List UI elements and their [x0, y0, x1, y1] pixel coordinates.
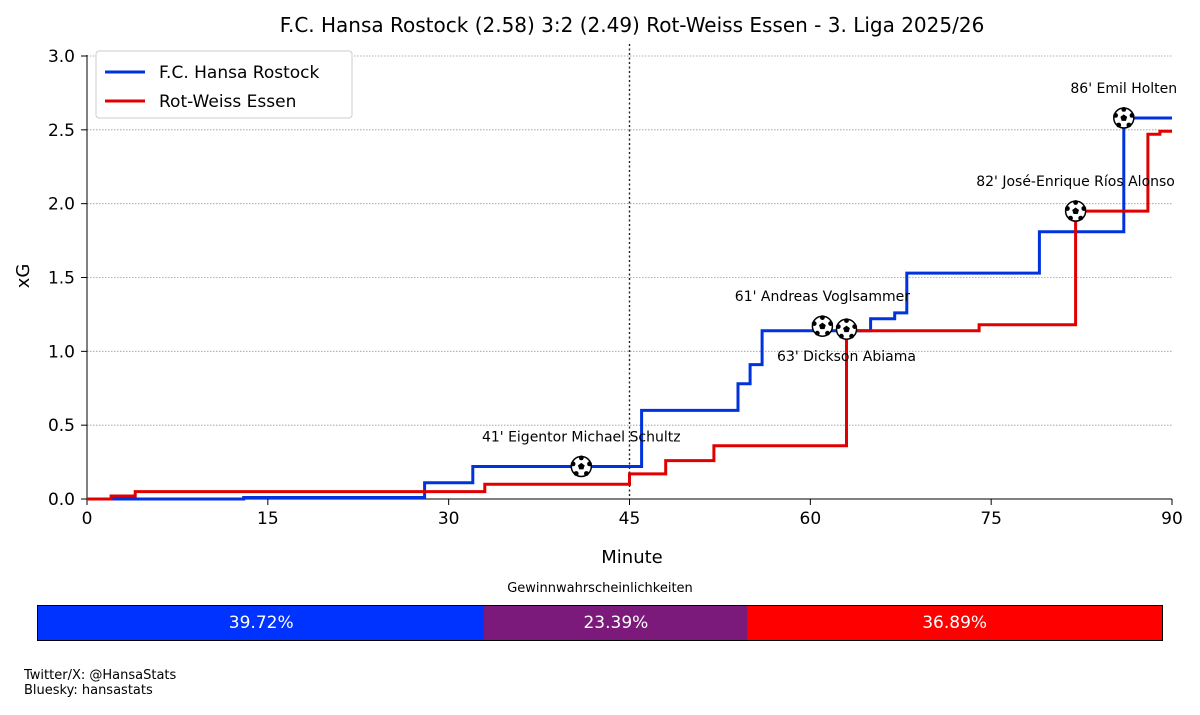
x-tick-label: 15: [257, 509, 279, 529]
ball-patch: [1121, 107, 1127, 112]
y-tick-label: 2.5: [48, 121, 75, 141]
goal-label: 63' Dickson Abiama: [777, 349, 916, 365]
series-line: [87, 129, 1172, 501]
ball-patch: [578, 455, 584, 461]
x-tick-label: 60: [800, 509, 822, 529]
win-probability-segment: 36.89%: [747, 606, 1162, 640]
ball-center-patch: [577, 462, 585, 470]
ball-patch: [825, 330, 830, 336]
ball-patch: [570, 461, 576, 467]
ball-patch: [835, 324, 841, 329]
goal-markers: 41' Eigentor Michael Schultz 61' Andreas …: [482, 81, 1177, 478]
ball-patch: [573, 471, 579, 476]
ball-patch: [1078, 215, 1084, 221]
y-tick-label: 0.5: [48, 416, 75, 436]
ball-patch: [839, 333, 844, 339]
legend: F.C. Hansa Rostock Rot-Weiss Essen: [95, 50, 353, 119]
twitter-handle: Twitter/X: @HansaStats: [24, 668, 177, 683]
y-tick-label: 3.0: [48, 47, 75, 67]
ball-patch: [849, 333, 854, 339]
ball-patch: [1113, 113, 1118, 118]
footer: Twitter/X: @HansaStats Bluesky: hansasta…: [24, 668, 176, 698]
ball-patch: [852, 324, 858, 329]
y-axis-label: xG: [13, 264, 34, 289]
x-tick-label: 0: [82, 509, 93, 529]
goal-label: 41' Eigentor Michael Schultz: [482, 430, 681, 446]
ball-patch: [587, 461, 592, 467]
x-tick-label: 45: [619, 509, 641, 529]
y-tick-label: 2.0: [48, 195, 75, 215]
y-tick-label: 1.0: [48, 342, 75, 362]
ball-patch: [1081, 206, 1087, 211]
y-tick-label: 1.5: [48, 269, 75, 289]
axes: 0 15 30 45 60 75 90 0.0 0.5 1.0 1.5 2.0 2.5 3.0: [48, 47, 1183, 529]
ball-patch: [844, 318, 849, 323]
y-tick-label: 0.0: [48, 490, 75, 510]
goal-label: 61' Andreas Voglsammer: [735, 289, 910, 305]
ball-patch: [1126, 122, 1132, 128]
legend-box: [95, 50, 353, 119]
win-probability-segment: 39.72%: [38, 606, 485, 640]
ball-center-patch: [819, 322, 826, 330]
ball-patch: [1116, 122, 1122, 128]
ball-patch: [1129, 113, 1135, 118]
ball-center-patch: [843, 325, 850, 333]
x-tick-label: 90: [1161, 509, 1183, 529]
x-tick-label: 75: [980, 509, 1002, 529]
soccer-ball-icon: [570, 455, 593, 478]
legend-label: Rot-Weiss Essen: [159, 92, 296, 112]
ball-patch: [1073, 200, 1078, 205]
ball-patch: [828, 321, 833, 326]
xg-timeline-chart: F.C. Hansa Rostock (2.58) 3:2 (2.49) Rot…: [13, 13, 1183, 568]
legend-label: F.C. Hansa Rostock: [159, 63, 320, 83]
ball-patch: [1065, 206, 1070, 211]
ball-center-patch: [1072, 207, 1079, 214]
win-probability-bar: 39.72% 23.39% 36.89%: [37, 605, 1163, 641]
soccer-ball-icon: [1113, 107, 1135, 129]
goal-label: 82' José-Enrique Ríos Alonso: [976, 174, 1175, 190]
series-lines: [87, 116, 1172, 501]
series-line: [87, 116, 1172, 501]
soccer-ball-icon: [1064, 200, 1087, 222]
win-probability-segment: 23.39%: [484, 606, 748, 640]
x-axis-label: Minute: [601, 547, 662, 568]
x-tick-label: 30: [438, 509, 460, 529]
chart-title: F.C. Hansa Rostock (2.58) 3:2 (2.49) Rot…: [280, 13, 985, 37]
ball-patch: [584, 471, 589, 476]
ball-patch: [1068, 215, 1073, 221]
bluesky-handle: Bluesky: hansastats: [24, 683, 153, 698]
ball-center-patch: [1120, 114, 1128, 121]
ball-patch: [820, 315, 825, 320]
ball-patch: [811, 321, 817, 326]
ball-patch: [814, 330, 820, 336]
soccer-ball-icon: [835, 318, 858, 340]
soccer-ball-icon: [811, 315, 834, 337]
goal-label: 86' Emil Holten: [1070, 81, 1177, 97]
win-probability-title: Gewinnwahrscheinlichkeiten: [507, 581, 693, 596]
